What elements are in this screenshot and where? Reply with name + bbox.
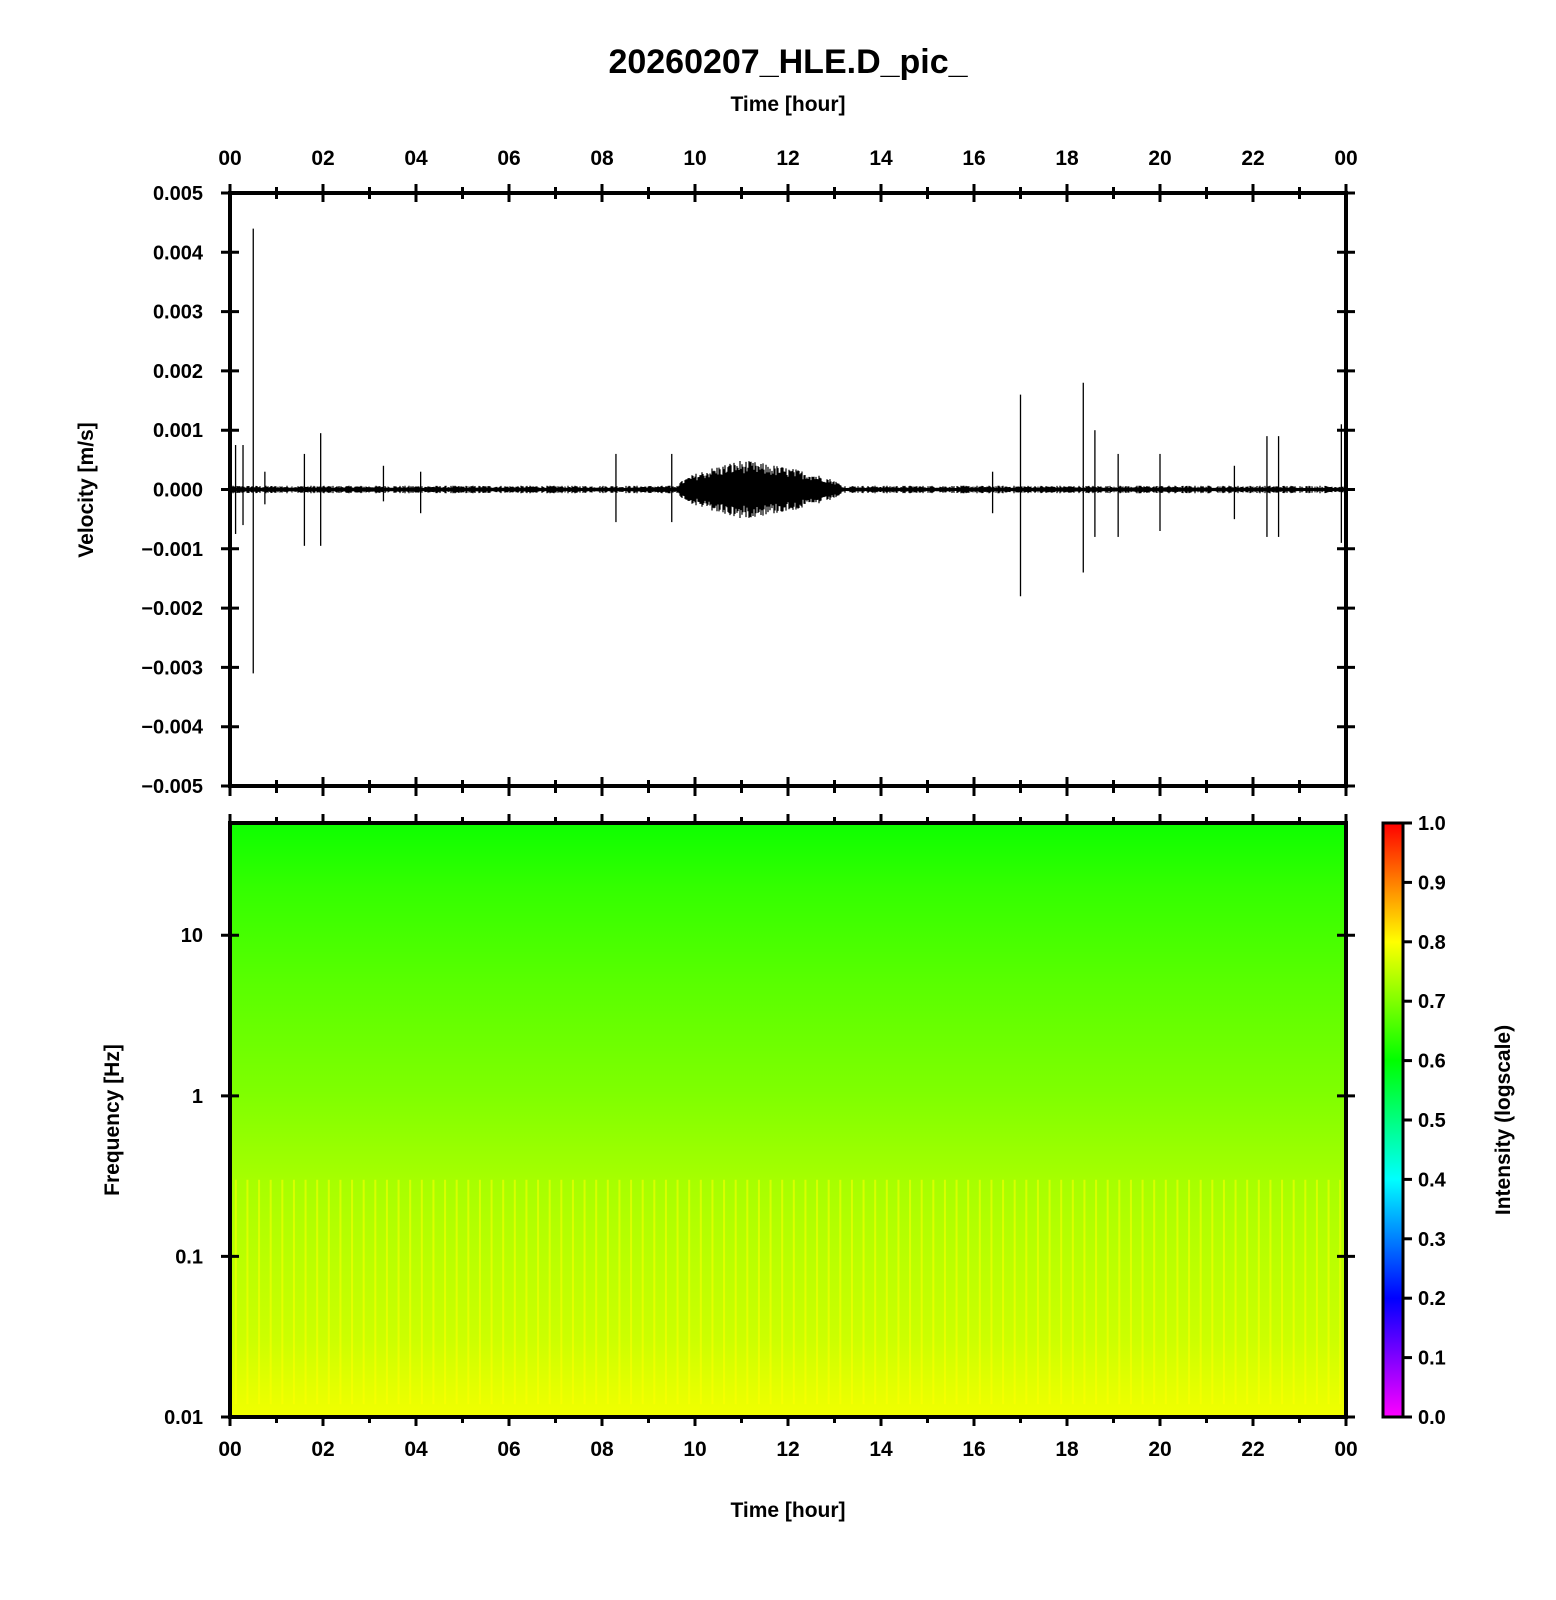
colorbar-tick-label: 0.3 [1418,1229,1446,1251]
top-x-tick-label: 08 [590,147,614,170]
waveform-y-tick-label: −0.003 [141,657,203,679]
spectrogram-y-axis-label: Frequency [Hz] [101,1044,124,1196]
colorbar-label: Intensity (logscale) [1492,1025,1515,1215]
bottom-x-tick-label: 10 [683,1438,706,1461]
spectrogram-y-tick-label: 0.01 [164,1407,203,1429]
top-x-tick-label: 20 [1148,147,1171,170]
waveform-marks [230,228,1346,674]
bottom-x-tick-label: 22 [1241,1438,1264,1461]
bottom-x-tick-label: 20 [1148,1438,1171,1461]
top-x-tick-label: 10 [683,147,706,170]
colorbar: 1.0 0.9 0.8 0.7 0.6 0.5 0.4 0.3 0.2 0.1 0.0 Intens… [1381,813,1515,1429]
colorbar-tick-label: 0.5 [1418,1110,1446,1132]
bottom-x-tick-label: 08 [590,1438,614,1461]
top-x-tick-label: 16 [962,147,985,170]
waveform-frame [228,191,1348,788]
top-x-tick-label: 02 [311,147,334,170]
colorbar-scale [1381,821,1405,1419]
bottom-x-tick-label: 02 [311,1438,334,1461]
waveform-y-tick-label: −0.004 [141,717,204,739]
bottom-x-tick-label: 00 [218,1438,241,1461]
colorbar-tick-label: 0.7 [1418,991,1446,1013]
top-x-tick-label: 00 [1334,147,1357,170]
bottom-x-tick-label: 00 [1334,1438,1357,1461]
figure-title: 20260207_HLE.D_pic_ [608,43,968,81]
top-x-tick-label: 12 [776,147,799,170]
top-x-axis-label: Time [hour] [730,93,845,116]
top-x-tick-label: 22 [1241,147,1264,170]
spectrogram-plot-area [230,823,1346,1417]
waveform-y-tick-label: 0.002 [153,361,203,383]
waveform-y-tick-label: −0.005 [141,776,203,798]
waveform-y-tick-label: 0.001 [153,420,203,442]
top-x-tick-label: 04 [404,147,428,170]
colorbar-tick-label: 0.1 [1418,1348,1446,1370]
colorbar-tick-label: 0.2 [1418,1288,1446,1310]
waveform-panel: 00 02 04 06 08 10 12 14 16 18 20 22 00 0.005 0.004 0.00… [75,147,1358,798]
spectrogram-y-tick-label: 0.1 [175,1246,203,1268]
bottom-x-tick-label: 16 [962,1438,985,1461]
spectrogram-panel: 00 02 04 06 08 10 12 14 16 18 20 22 00 10 1 0.1 0.01 Fre… [101,814,1358,1522]
top-x-tick-label: 00 [218,147,241,170]
spectrogram-frame [228,821,1348,1419]
colorbar-axis: 1.0 0.9 0.8 0.7 0.6 0.5 0.4 0.3 0.2 0.1 0.0 [1403,813,1447,1429]
bottom-x-tick-label: 04 [404,1438,428,1461]
spectrogram-stripes [234,1179,1342,1405]
bottom-x-tick-label: 12 [776,1438,799,1461]
colorbar-tick-label: 0.4 [1418,1169,1447,1191]
bottom-x-axis-label: Time [hour] [730,1499,845,1522]
top-x-tick-label: 06 [497,147,520,170]
colorbar-tick-label: 1.0 [1418,813,1446,835]
waveform-y-tick-label: 0.003 [153,302,203,324]
waveform-y-axis-label: Velocity [m/s] [75,422,98,557]
spectrogram-y-tick-label: 10 [181,925,203,947]
waveform-y-tick-label: −0.001 [141,539,203,561]
colorbar-tick-label: 0.6 [1418,1051,1446,1073]
bottom-x-tick-label: 14 [869,1438,893,1461]
bottom-x-tick-label: 06 [497,1438,520,1461]
colorbar-tick-label: 0.9 [1418,872,1446,894]
colorbar-tick-label: 0.0 [1418,1407,1446,1429]
waveform-y-tick-label: −0.002 [141,598,203,620]
waveform-y-tick-label: 0.004 [153,242,204,264]
bottom-x-tick-label: 18 [1055,1438,1079,1461]
top-x-tick-label: 18 [1055,147,1079,170]
waveform-y-tick-label: 0.000 [153,480,203,502]
spectrogram-y-tick-label: 1 [192,1086,203,1108]
waveform-axes: 00 02 04 06 08 10 12 14 16 18 20 22 00 0.005 0.004 0.00… [141,147,1357,798]
colorbar-tick-label: 0.8 [1418,932,1446,954]
top-x-tick-label: 14 [869,147,893,170]
waveform-y-tick-label: 0.005 [153,183,203,205]
